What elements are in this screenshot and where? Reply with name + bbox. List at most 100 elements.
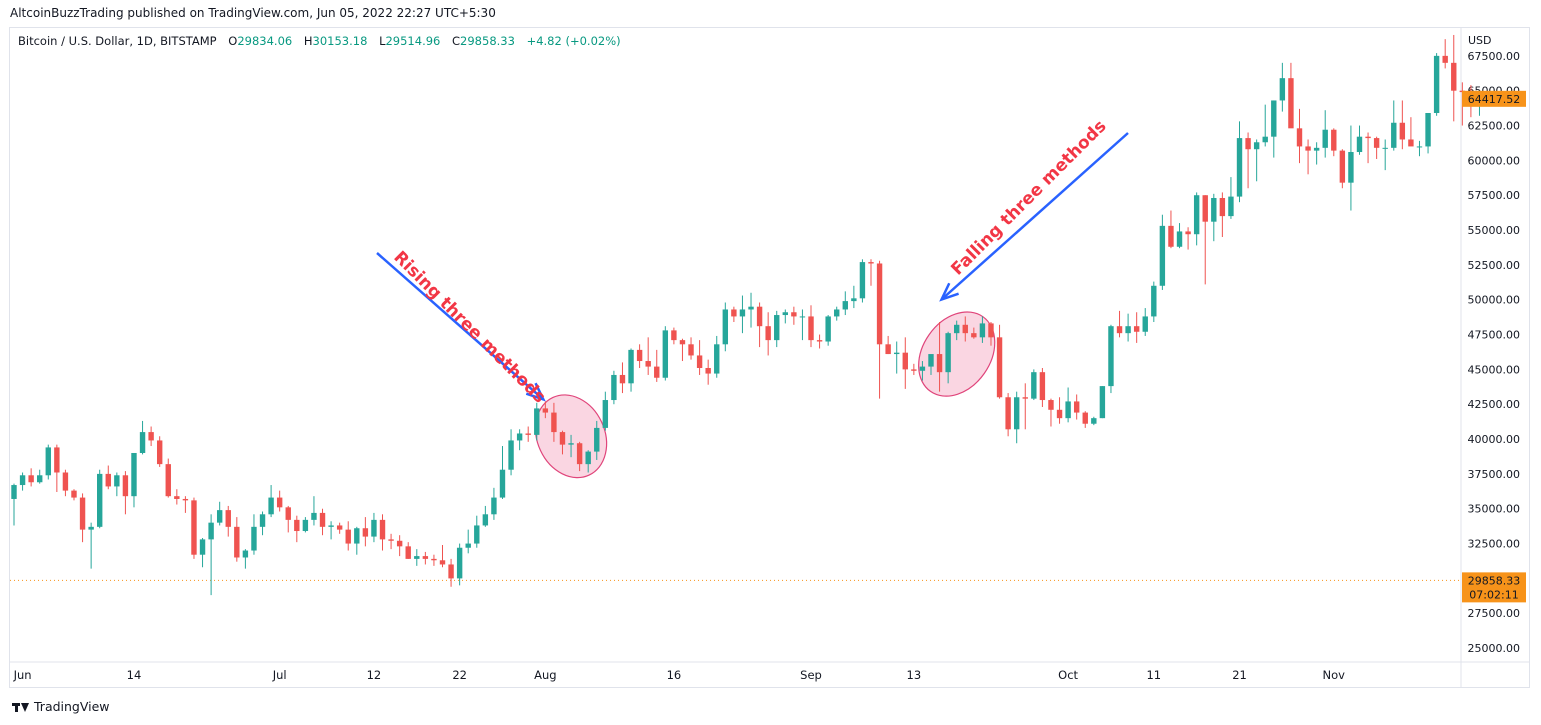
candle-body <box>928 354 934 367</box>
candle <box>1373 136 1380 159</box>
candle <box>1236 121 1243 203</box>
open-label: O <box>228 34 238 48</box>
candle-body <box>1288 78 1294 129</box>
candle-body <box>722 309 729 345</box>
tradingview-footer[interactable]: TradingView <box>12 699 110 714</box>
candle-body <box>276 497 283 508</box>
y-tick-label: 25000.00 <box>1468 642 1521 655</box>
candle <box>1279 62 1286 112</box>
candle-body <box>388 539 394 541</box>
candle <box>534 402 540 441</box>
candle-body <box>1365 136 1371 139</box>
candle-body <box>1056 409 1063 419</box>
candle <box>139 420 146 455</box>
candle-body <box>756 306 763 327</box>
candle <box>1151 281 1157 323</box>
candle <box>851 285 857 309</box>
candle-body <box>1099 386 1106 419</box>
candle-body <box>594 427 600 452</box>
candle-body <box>1382 147 1388 149</box>
candle <box>1082 411 1088 428</box>
candle-body <box>174 496 180 499</box>
candle-body <box>268 497 274 515</box>
candle <box>439 544 446 568</box>
candle <box>1099 386 1106 419</box>
candle-body <box>1151 285 1157 317</box>
candle <box>782 309 788 324</box>
y-tick-label: 67500.00 <box>1468 50 1521 63</box>
candle-body <box>782 312 788 316</box>
candle <box>1056 397 1063 424</box>
candle <box>1262 104 1268 147</box>
candle-body <box>362 528 369 537</box>
candle-body <box>671 330 677 341</box>
x-tick-label: 16 <box>667 668 682 682</box>
candle-body <box>431 558 437 561</box>
candle <box>302 517 309 533</box>
tradingview-brand: TradingView <box>34 699 110 714</box>
candle <box>499 446 506 499</box>
candle-body <box>1065 401 1071 419</box>
candle-body <box>1416 146 1423 148</box>
candle <box>1211 193 1217 242</box>
current-price-badge-text: 07:02:11 <box>1469 588 1518 601</box>
falling-arrow-head <box>939 282 959 302</box>
candle <box>679 338 686 362</box>
candle <box>671 327 677 345</box>
high-value: 30153.18 <box>312 34 368 48</box>
candle-body <box>19 475 26 486</box>
candle <box>1348 125 1354 211</box>
candle-body <box>1142 316 1148 332</box>
candle-body <box>71 490 77 498</box>
candle-body <box>1313 147 1320 151</box>
rising-arrow-head <box>525 382 546 402</box>
candle <box>199 537 206 568</box>
chart-frame[interactable] <box>9 27 1530 688</box>
candle <box>696 340 703 375</box>
candle-body <box>1193 195 1200 235</box>
candle <box>594 420 600 460</box>
rising-arrow <box>376 252 545 401</box>
candle <box>1228 177 1234 219</box>
candle-body <box>499 469 506 498</box>
y-tick-label: 32500.00 <box>1468 538 1521 551</box>
candle-body <box>311 512 317 520</box>
candle <box>1288 62 1294 129</box>
candle-body <box>336 525 343 530</box>
candle-body <box>294 519 300 532</box>
candle <box>962 316 968 342</box>
candle <box>148 426 154 447</box>
candle <box>405 542 411 559</box>
candle <box>1116 310 1123 338</box>
candle <box>928 354 934 375</box>
candle <box>774 310 780 348</box>
y-tick-label: 35000.00 <box>1468 503 1521 516</box>
candle <box>1048 398 1054 427</box>
candle <box>1202 195 1208 285</box>
candle-body <box>654 366 660 378</box>
candle-body <box>936 354 943 373</box>
candle-body <box>1091 418 1097 424</box>
candle <box>516 429 523 451</box>
candle <box>1013 391 1020 444</box>
candle-body <box>585 451 591 465</box>
candle-body <box>996 337 1003 398</box>
y-tick-label: 50000.00 <box>1468 294 1521 307</box>
candle <box>936 322 943 392</box>
candle <box>182 496 189 513</box>
candle-body <box>868 262 874 264</box>
candle <box>19 472 26 491</box>
candle <box>208 514 214 596</box>
candle-body <box>542 408 549 413</box>
candle <box>1391 100 1397 151</box>
candle-body <box>1236 138 1243 197</box>
candle <box>422 551 429 565</box>
candle-body <box>1271 100 1277 137</box>
currency-label: USD <box>1468 34 1492 47</box>
candle-body <box>559 432 566 445</box>
x-tick-label: Jul <box>272 668 287 682</box>
candle <box>388 533 394 550</box>
candle-body <box>491 497 497 515</box>
y-tick-label: 52500.00 <box>1468 259 1521 272</box>
